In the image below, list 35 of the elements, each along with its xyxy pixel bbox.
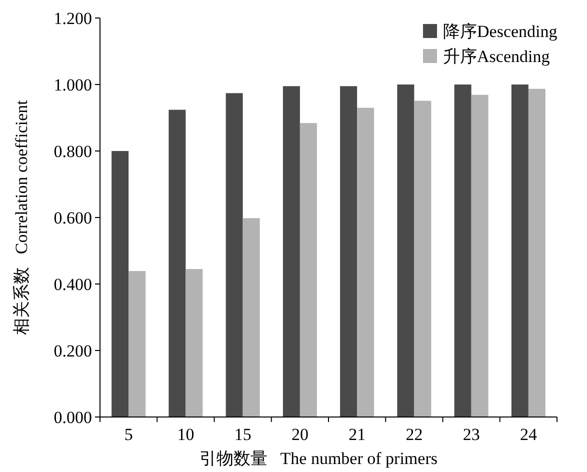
bar <box>357 108 374 417</box>
y-axis-title: 相关系数 Correlation coefficient <box>12 100 31 335</box>
legend-label: 升序Ascending <box>443 47 550 66</box>
legend-label: 降序Descending <box>443 22 558 41</box>
bar <box>397 84 414 417</box>
bar <box>454 84 472 417</box>
bar <box>168 110 186 417</box>
x-tick-label: 23 <box>462 425 480 444</box>
x-tick-label: 24 <box>520 425 538 444</box>
bar <box>471 94 488 417</box>
x-tick-label: 21 <box>348 425 366 444</box>
bar <box>186 269 203 417</box>
y-tick-label: 0.000 <box>54 408 92 427</box>
bar <box>112 151 129 417</box>
y-tick-label: 0.400 <box>54 275 92 294</box>
x-tick-label: 5 <box>124 425 133 444</box>
bar <box>511 84 528 417</box>
bar <box>128 271 146 417</box>
bar <box>242 218 260 417</box>
x-tick-label: 10 <box>177 425 194 444</box>
x-tick-label: 20 <box>291 425 308 444</box>
bar <box>414 100 432 417</box>
y-tick-label: 1.200 <box>54 9 92 28</box>
x-tick-label: 22 <box>406 425 423 444</box>
y-tick-label: 1.000 <box>54 76 92 94</box>
x-tick-label: 15 <box>234 425 252 444</box>
x-axis-title: 引物数量 The number of primers <box>200 449 438 468</box>
bar <box>528 88 546 417</box>
bar <box>340 86 358 417</box>
y-tick-label: 0.800 <box>54 142 92 161</box>
bar <box>300 123 317 417</box>
bar <box>282 86 300 417</box>
y-tick-label: 0.200 <box>54 342 92 360</box>
y-tick-label: 0.600 <box>54 208 92 228</box>
bar <box>226 93 243 417</box>
